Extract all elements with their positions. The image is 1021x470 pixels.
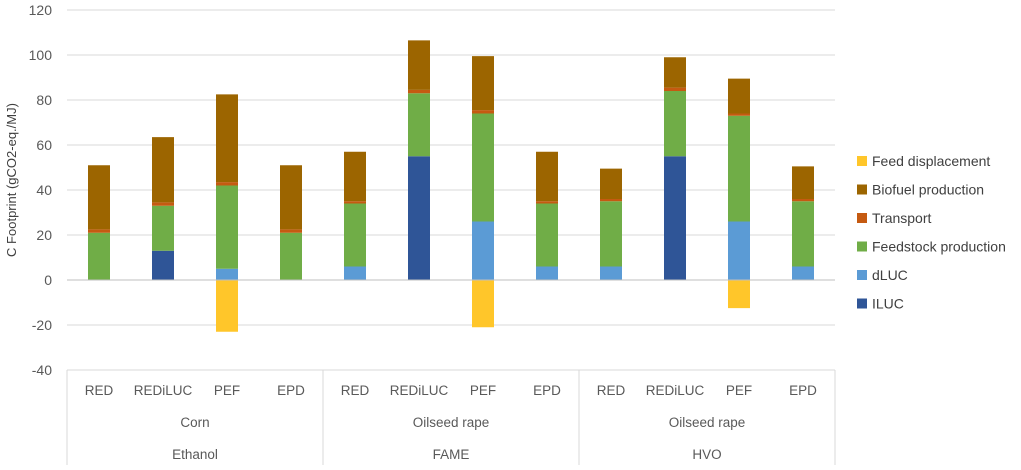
bar-segment-transport — [344, 201, 366, 204]
bar-segment-feedstock-production — [216, 185, 238, 269]
bar-stacks — [88, 40, 814, 332]
y-tick-label: 40 — [36, 182, 52, 198]
bar-segment-biofuel-production — [88, 165, 110, 230]
bar-segment-biofuel-production — [728, 78, 750, 114]
bar-segment-feed-displacement — [728, 280, 750, 309]
legend-label: Biofuel production — [872, 182, 984, 198]
bar-segment-feedstock-production — [664, 91, 686, 157]
bar-segment-iluc — [408, 156, 430, 280]
legend-label: Feedstock production — [872, 239, 1006, 255]
bar-segment-feedstock-production — [536, 203, 558, 267]
bar-segment-dluc — [344, 266, 366, 280]
bar-segment-transport — [216, 182, 238, 186]
bar-segment-feedstock-production — [408, 93, 430, 157]
bar-segment-transport — [792, 199, 814, 202]
x-tick-label: PEF — [214, 383, 240, 398]
bar-segment-dluc — [536, 266, 558, 280]
y-tick-label: 100 — [29, 47, 53, 63]
bar-segment-biofuel-production — [344, 151, 366, 202]
bar-segment-feed-displacement — [472, 280, 494, 328]
legend-label: Transport — [872, 210, 932, 226]
x-group-label-biofuel: Ethanol — [172, 447, 218, 462]
y-tick-label: 20 — [36, 227, 52, 243]
bar-segment-dluc — [216, 268, 238, 280]
bar-segment-dluc — [728, 221, 750, 280]
bar-segment-feedstock-production — [600, 201, 622, 267]
bar-segment-dluc — [600, 266, 622, 280]
y-tick-label: 80 — [36, 92, 52, 108]
bar-segment-transport — [280, 229, 302, 233]
x-tick-label: PEF — [470, 383, 496, 398]
x-tick-label: EPD — [277, 383, 305, 398]
x-group-label-biofuel: FAME — [433, 447, 470, 462]
x-group-label-feedstock: Corn — [180, 415, 209, 430]
x-tick-label: RED — [85, 383, 114, 398]
bar-segment-transport — [536, 201, 558, 204]
bar-segment-biofuel-production — [280, 165, 302, 230]
x-tick-label: PEF — [726, 383, 752, 398]
x-tick-label: EPD — [789, 383, 817, 398]
bar-segment-transport — [472, 110, 494, 114]
y-tick-labels: -40 -20 0 20 40 60 80 100 120 — [29, 2, 53, 378]
bar-segment-transport — [600, 199, 622, 202]
x-group-label-feedstock: Oilseed rape — [669, 415, 746, 430]
bar-segment-transport — [152, 202, 174, 206]
bar-segment-feedstock-production — [280, 232, 302, 280]
y-tick-label: -40 — [32, 362, 52, 378]
x-tick-label: REDiLUC — [646, 383, 705, 398]
x-group-label-biofuel: HVO — [692, 447, 721, 462]
y-tick-label: 0 — [44, 272, 52, 288]
legend-swatch — [857, 241, 867, 252]
bar-segment-biofuel-production — [536, 151, 558, 202]
bar-segment-biofuel-production — [664, 57, 686, 88]
x-tick-label: EPD — [533, 383, 561, 398]
x-tick-label: RED — [341, 383, 370, 398]
bar-segment-feedstock-production — [344, 203, 366, 267]
y-tick-label: -20 — [32, 317, 52, 333]
bar-segment-feedstock-production — [472, 113, 494, 222]
bar-segment-biofuel-production — [600, 168, 622, 199]
x-tick-label: REDiLUC — [134, 383, 193, 398]
bar-segment-transport — [728, 113, 750, 116]
bar-segment-biofuel-production — [216, 94, 238, 183]
bar-segment-feedstock-production — [792, 201, 814, 267]
x-tick-label: REDiLUC — [390, 383, 449, 398]
legend-swatch — [857, 298, 867, 309]
legend-swatch — [857, 270, 867, 280]
bar-segment-feed-displacement — [216, 280, 238, 332]
gridlines — [67, 9, 835, 371]
bar-segment-transport — [664, 87, 686, 91]
legend: Feed displacement Biofuel production Trans… — [857, 153, 1006, 312]
bar-segment-feedstock-production — [152, 205, 174, 251]
bar-segment-biofuel-production — [792, 166, 814, 199]
x-category-labels: RED REDiLUC PEF EPD RED REDiLUC PEF EPD RED REDiL… — [85, 383, 817, 462]
bar-segment-biofuel-production — [152, 137, 174, 203]
y-axis-label: C Footprint (gCO2-eq./MJ) — [4, 103, 19, 257]
bar-segment-feedstock-production — [728, 115, 750, 222]
x-tick-label: RED — [597, 383, 626, 398]
bar-segment-iluc — [152, 250, 174, 280]
bar-segment-biofuel-production — [408, 40, 430, 90]
bar-segment-transport — [88, 229, 110, 233]
legend-label: Feed displacement — [872, 153, 990, 169]
bar-segment-transport — [408, 89, 430, 94]
legend-swatch — [857, 184, 867, 195]
bar-segment-dluc — [472, 221, 494, 280]
y-tick-label: 120 — [29, 2, 53, 18]
x-group-label-feedstock: Oilseed rape — [413, 415, 490, 430]
bar-segment-feedstock-production — [88, 232, 110, 280]
legend-label: dLUC — [872, 267, 908, 283]
bar-segment-biofuel-production — [472, 56, 494, 111]
axes — [66, 279, 836, 465]
legend-swatch — [857, 213, 867, 223]
bar-segment-iluc — [664, 156, 686, 280]
bar-segment-dluc — [792, 266, 814, 280]
y-tick-label: 60 — [36, 137, 52, 153]
legend-swatch — [857, 156, 867, 166]
legend-label: ILUC — [872, 296, 904, 312]
